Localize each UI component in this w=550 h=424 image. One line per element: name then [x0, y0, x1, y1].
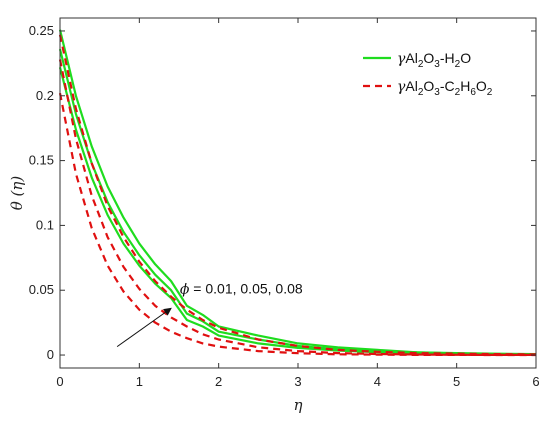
y-tick-label: 0.1	[36, 217, 54, 232]
tick-layer: 0 1 2 3 4 5 600.050.10.150.20.25	[29, 18, 540, 389]
legend-text-part: 2	[487, 87, 493, 98]
x-tick-label: 2	[215, 374, 222, 389]
legend-text-part: 3	[434, 59, 440, 70]
y-tick-label: 0.05	[29, 282, 54, 297]
green-solid-line-2	[58, 67, 537, 356]
legend-text-part: -C	[440, 78, 455, 94]
x-axis-label: η	[294, 396, 303, 414]
x-tick-label: 6	[532, 374, 539, 389]
legend-text-part: Al	[405, 78, 417, 94]
y-tick-label: 0.2	[36, 88, 54, 103]
legend-text-part: 2	[418, 87, 424, 98]
x-tick-label: 5	[453, 374, 460, 389]
legend-text-part: 2	[455, 59, 461, 70]
legend-text-part: H	[460, 78, 470, 94]
x-tick-label: 1	[136, 374, 143, 389]
phi-values: = 0.01, 0.05, 0.08	[189, 281, 302, 297]
x-tick-label: 4	[374, 374, 381, 389]
y-tick-label: 0	[47, 347, 54, 362]
legend-text-part: O	[476, 78, 487, 94]
red-dashed-line-3	[58, 34, 537, 356]
red-dashed-line-5	[58, 92, 536, 357]
legend-text-part: 2	[418, 59, 424, 70]
legend-box	[354, 39, 526, 107]
legend-label-1: γAl2O3-C2H6O2	[397, 78, 493, 98]
y-tick-label: 0.25	[29, 23, 54, 38]
y-tick-label: 0.15	[29, 153, 54, 168]
legend-gamma-symbol: γ	[397, 51, 406, 67]
legend-text-part: O	[460, 50, 471, 66]
y-axis-label: θ (η)	[8, 176, 26, 211]
x-tick-label: 0	[56, 374, 63, 389]
annotation-text: ϕ = 0.01, 0.05, 0.08	[180, 281, 303, 298]
legend-text-part: 2	[455, 87, 461, 98]
legend-text-part: -H	[440, 50, 455, 66]
legend-text-part: O	[423, 50, 434, 66]
legend-text-part: 3	[434, 87, 440, 98]
series-layer	[58, 29, 537, 357]
legend-label-0: γAl2O3-H2O	[397, 50, 471, 70]
legend-gamma-symbol: γ	[397, 79, 406, 95]
legend-text-part: 6	[470, 87, 476, 98]
phi-annotation: ϕ = 0.01, 0.05, 0.08	[116, 281, 303, 348]
red-dashed-line-4	[58, 59, 536, 356]
legend-text-part: Al	[405, 50, 417, 66]
annotation-arrowhead	[163, 307, 172, 316]
annotation-arrow	[116, 311, 166, 348]
phi-symbol: ϕ	[180, 282, 190, 298]
legend-text-part: O	[423, 78, 434, 94]
x-tick-label: 3	[294, 374, 301, 389]
